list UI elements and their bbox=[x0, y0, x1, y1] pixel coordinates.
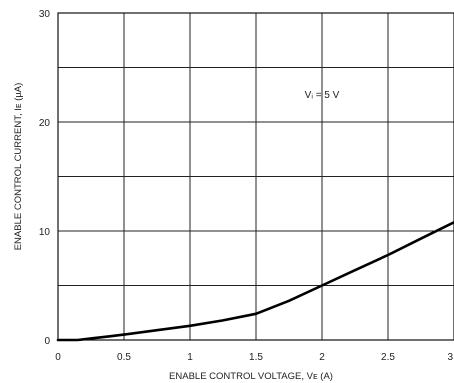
y-tick-label: 10 bbox=[39, 227, 51, 238]
y-tick-labels: 0 10 20 30 bbox=[39, 9, 51, 347]
x-tick-label: 3 bbox=[447, 352, 453, 363]
y-tick-label: 30 bbox=[39, 9, 51, 20]
x-tick-labels: 0 0.5 1 1.5 2 2.5 3 bbox=[55, 352, 453, 363]
x-tick-label: 2.5 bbox=[381, 352, 395, 363]
x-tick-label: 1 bbox=[187, 352, 193, 363]
y-axis-label: ENABLE CONTROL CURRENT, Iᴇ (µA) bbox=[13, 83, 24, 251]
y-tick-label: 20 bbox=[39, 118, 51, 129]
x-tick-label: 0.5 bbox=[117, 352, 131, 363]
plot-frame bbox=[57, 12, 454, 341]
x-axis-label: ENABLE CONTROL VOLTAGE, Vᴇ (A) bbox=[169, 371, 333, 382]
y-tick-label: 0 bbox=[44, 336, 50, 347]
x-tick-label: 0 bbox=[55, 352, 61, 363]
x-tick-label: 1.5 bbox=[249, 352, 263, 363]
x-tick-label: 2 bbox=[319, 352, 325, 363]
grid-horizontal bbox=[58, 67, 454, 286]
series-line bbox=[56, 221, 454, 342]
annotation-vi: Vᵢ = 5 V bbox=[305, 90, 340, 101]
